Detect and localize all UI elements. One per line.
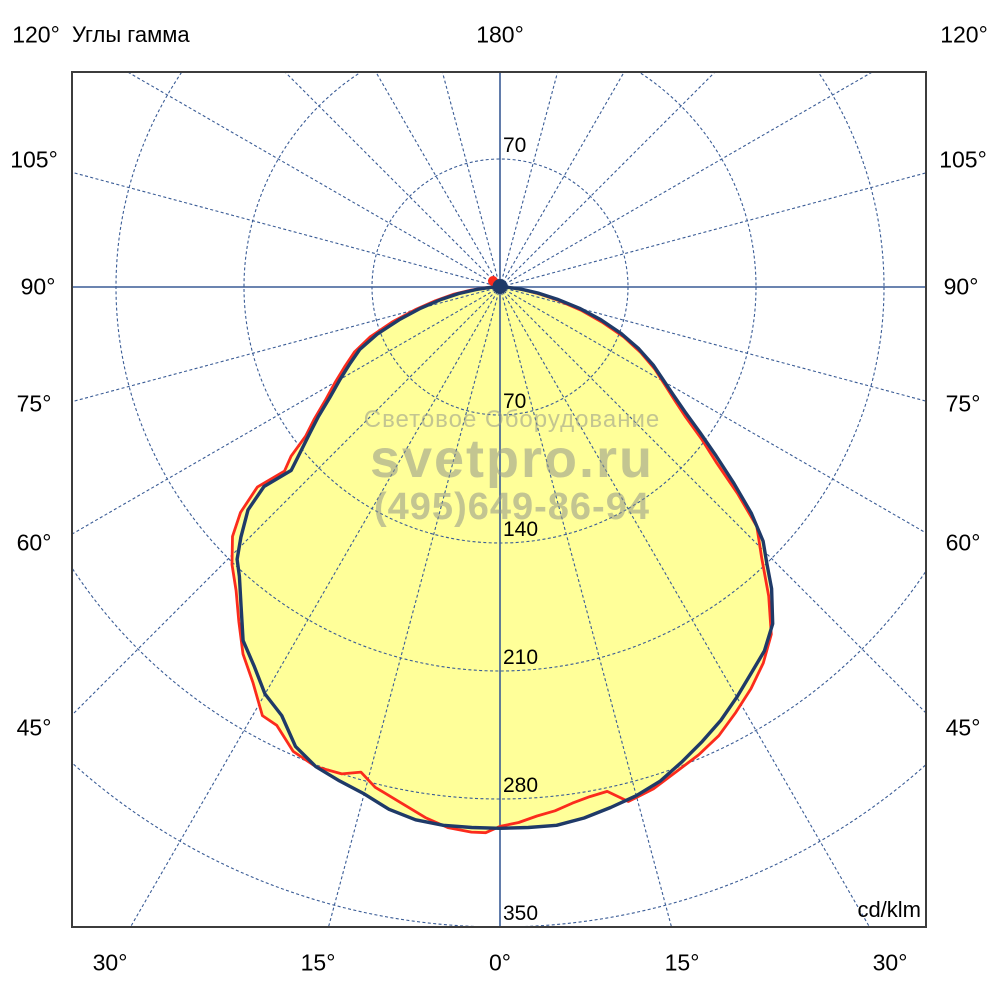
grid-radial-150 bbox=[499, 72, 625, 288]
grid-radial-30 bbox=[499, 286, 871, 927]
grid-radial-285 bbox=[72, 286, 501, 403]
gamma-angle-label: 15° bbox=[300, 949, 336, 976]
grid-radial-345 bbox=[327, 286, 501, 927]
grid-radial-300 bbox=[72, 286, 501, 535]
grid-radial-45 bbox=[499, 286, 926, 714]
gamma-angle-label: 30° bbox=[92, 949, 128, 976]
gamma-angle-label: 0° bbox=[489, 949, 511, 976]
grid-radial-195 bbox=[441, 72, 501, 288]
gamma-angle-label: 15° bbox=[664, 949, 700, 976]
grid-radial-330 bbox=[129, 286, 501, 927]
gamma-angle-label: 75° bbox=[16, 390, 52, 417]
gamma-angle-label: 120° bbox=[12, 21, 60, 48]
pole-marker-navy bbox=[492, 279, 508, 294]
ring-value-label: 280 bbox=[503, 774, 538, 797]
photometric-curve-c0 bbox=[235, 285, 775, 830]
unit-label: cd/klm bbox=[857, 897, 921, 922]
grid-radial-105 bbox=[499, 172, 926, 288]
ring-value-label: 140 bbox=[503, 518, 538, 541]
gamma-angle-label: 60° bbox=[945, 529, 981, 556]
grid-radial-120 bbox=[499, 72, 874, 288]
gamma-angle-label: 60° bbox=[16, 529, 52, 556]
grid-radial-15 bbox=[499, 286, 673, 927]
gamma-angle-label: 90° bbox=[20, 273, 56, 300]
gamma-angle-label: 45° bbox=[16, 714, 52, 741]
grid-radial-60 bbox=[499, 286, 926, 534]
ring-value-label: 70 bbox=[503, 134, 526, 157]
grid-radial-210 bbox=[375, 72, 501, 288]
grid-radial-165 bbox=[499, 72, 559, 288]
plot-border bbox=[71, 71, 927, 928]
gamma-angle-label: 45° bbox=[945, 714, 981, 741]
gamma-angle-label: 105° bbox=[939, 146, 987, 173]
grid-radial-255 bbox=[72, 171, 501, 288]
grid-radial-225 bbox=[284, 72, 501, 288]
grid-radial-135 bbox=[499, 72, 716, 288]
gamma-angle-label: 120° bbox=[940, 21, 988, 48]
ring-value-label: 350 bbox=[503, 902, 538, 925]
gamma-angle-label: 105° bbox=[10, 146, 58, 173]
gamma-angle-label: 30° bbox=[872, 949, 908, 976]
grid-radial-315 bbox=[72, 286, 501, 716]
beam-fill-main bbox=[237, 287, 773, 829]
grid-radial-75 bbox=[499, 286, 926, 402]
chart-title: Углы гамма bbox=[72, 22, 190, 47]
ring-value-label: 210 bbox=[503, 646, 538, 669]
gamma-angle-label: 75° bbox=[945, 390, 981, 417]
gamma-angle-label: 180° bbox=[476, 21, 524, 48]
grid-radial-240 bbox=[126, 72, 501, 288]
gamma-angle-label: 90° bbox=[943, 273, 979, 300]
ring-value-label: 70 bbox=[503, 390, 526, 413]
